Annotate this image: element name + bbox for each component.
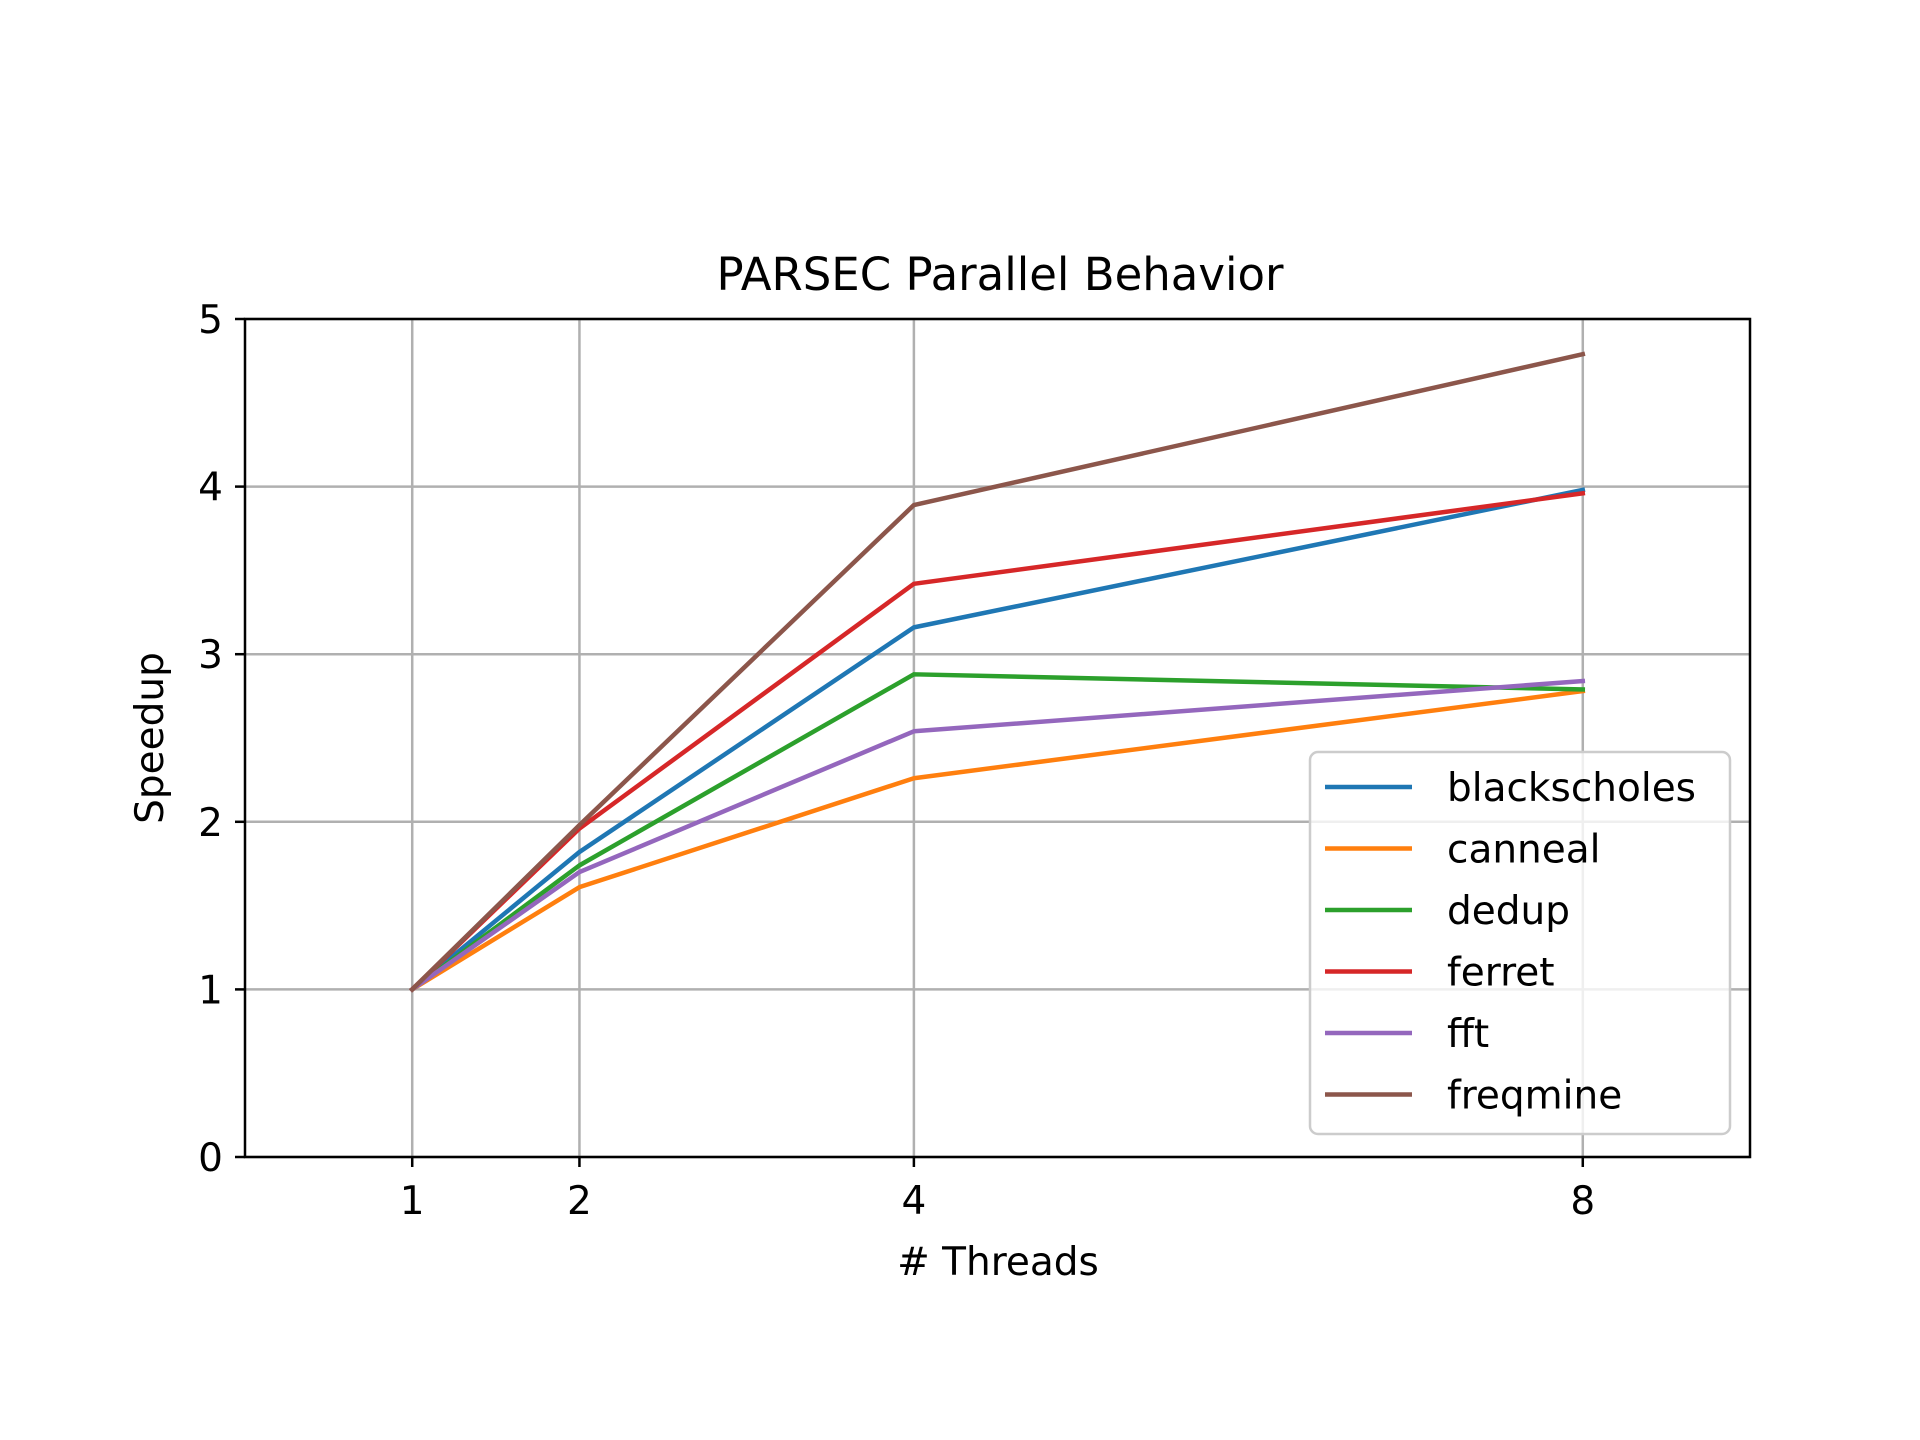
y-tick-label: 0 (198, 1136, 223, 1181)
series-line-freqmine (409, 351, 1586, 993)
axis-ticks: 1 2 4 8 0 1 2 3 4 5 (198, 298, 1595, 1224)
legend-label-ferret: ferret (1447, 951, 1555, 996)
y-tick-label: 1 (198, 968, 223, 1013)
legend-entries: blackscholes canneal dedup ferret fft freqmin… (1325, 766, 1696, 1119)
legend-label-freqmine: freqmine (1447, 1074, 1622, 1119)
x-tick-label: 1 (400, 1179, 425, 1224)
legend: blackscholes canneal dedup ferret fft freqmin… (1308, 750, 1732, 1136)
series-line-fft (409, 678, 1586, 993)
legend-label-blackscholes: blackscholes (1447, 766, 1696, 811)
y-tick-label: 3 (198, 633, 223, 678)
legend-label-dedup: dedup (1447, 889, 1570, 934)
x-axis-label: # Threads (897, 1240, 1099, 1285)
legend-label-fft: fft (1447, 1012, 1489, 1057)
x-tick-label: 4 (901, 1179, 926, 1224)
chart-title: PARSEC Parallel Behavior (716, 248, 1284, 301)
legend-box (1308, 750, 1732, 1136)
series-line-blackscholes (409, 487, 1586, 993)
x-tick-label: 8 (1570, 1179, 1595, 1224)
series-line-dedup (409, 672, 1586, 993)
y-tick-label: 2 (198, 801, 223, 846)
y-tick-label: 5 (198, 298, 223, 343)
plot-frame (243, 317, 1752, 1159)
y-tick-label: 4 (198, 466, 223, 511)
y-axis-label: Speedup (128, 652, 173, 824)
legend-label-canneal: canneal (1447, 828, 1601, 873)
series-lines (409, 351, 1586, 993)
series-line-canneal (409, 688, 1586, 993)
x-tick-label: 2 (567, 1179, 592, 1224)
